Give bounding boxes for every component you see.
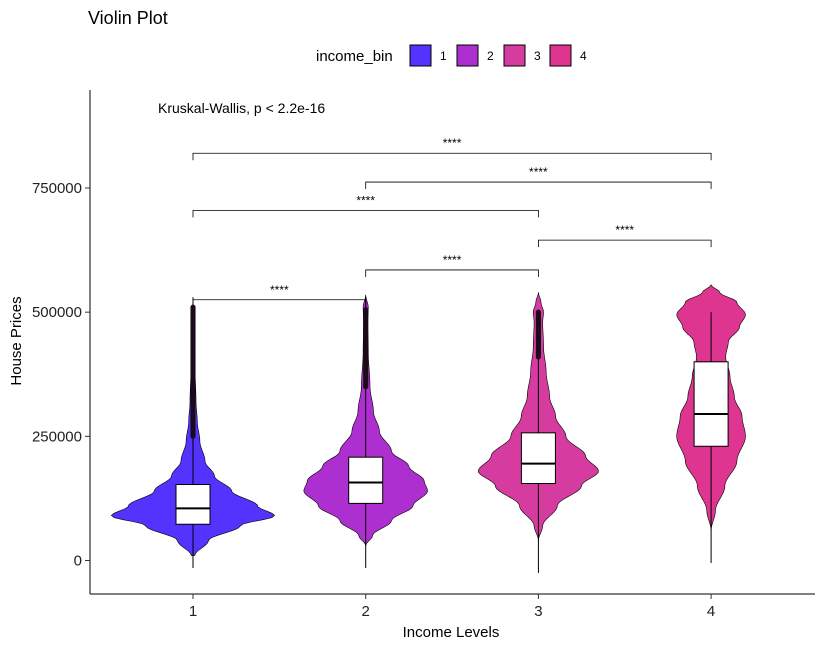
box-2 (348, 456, 384, 504)
bracket-1-3 (192, 209, 539, 218)
x-tick-label: 3 (534, 603, 542, 620)
legend: income_bin 1 2 3 4 (316, 44, 587, 67)
legend-label-3: 3 (534, 49, 541, 63)
legend-key-2 (456, 44, 479, 67)
legend-label-2: 2 (487, 49, 494, 63)
bracket-label-2-4: **** (529, 165, 548, 179)
outlier-point (535, 309, 542, 315)
y-axis-title: House Prices (8, 296, 25, 385)
bracket-label-1-4: **** (443, 136, 462, 150)
outlier-point (190, 304, 196, 310)
y-tick-label: 750000 (32, 180, 82, 197)
x-axis-title: Income Levels (403, 624, 500, 641)
kruskal-wallis-annotation: Kruskal-Wallis, p < 2.2e-16 (158, 100, 325, 116)
outlier-point (363, 307, 369, 313)
legend-label-4: 4 (580, 49, 587, 63)
box-4 (693, 361, 729, 447)
y-tick-label: 0 (74, 553, 82, 570)
bracket-2-4 (365, 181, 712, 190)
y-tick-label: 250000 (32, 428, 82, 445)
legend-label-1: 1 (440, 49, 447, 63)
legend-key-3 (503, 44, 526, 67)
x-tick-label: 1 (189, 603, 197, 620)
bracket-label-2-3: **** (443, 253, 462, 267)
x-tick-label: 4 (707, 603, 715, 620)
box-3 (520, 432, 556, 485)
bracket-1-2 (192, 299, 367, 307)
chart-title: Violin Plot (88, 8, 168, 28)
y-tick-label: 500000 (32, 304, 82, 321)
bracket-label-3-4: **** (615, 223, 634, 237)
legend-title: income_bin (316, 48, 393, 65)
legend-key-1 (409, 44, 432, 67)
box-1 (175, 484, 211, 525)
x-tick-label: 2 (362, 603, 370, 620)
bracket-label-1-2: **** (270, 283, 289, 297)
legend-key-4 (549, 44, 572, 67)
bracket-3-4 (538, 239, 712, 248)
bracket-1-4 (192, 152, 712, 161)
bracket-2-3 (365, 269, 539, 277)
plot-area: 0 250000 500000 750000 1 2 3 4 **** **** **** **** *… (32, 90, 815, 620)
bracket-label-1-3: **** (356, 193, 375, 207)
